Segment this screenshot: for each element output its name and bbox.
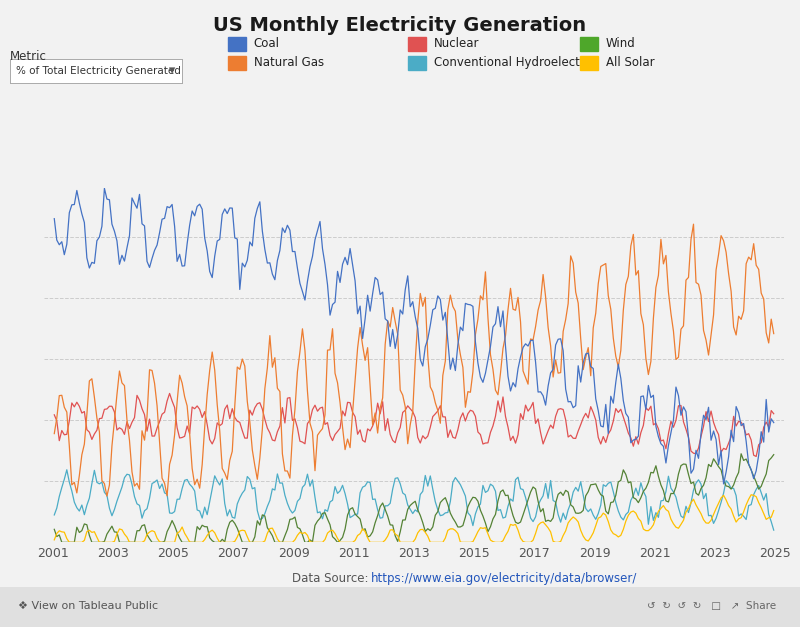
Text: US Monthly Electricity Generation: US Monthly Electricity Generation: [214, 16, 586, 34]
Text: Natural Gas: Natural Gas: [254, 56, 324, 69]
Text: % of Total Electricity Generated: % of Total Electricity Generated: [17, 66, 182, 76]
Text: ▾: ▾: [169, 65, 174, 77]
Text: ❖ View on Tableau Public: ❖ View on Tableau Public: [18, 601, 158, 611]
Text: https://www.eia.gov/electricity/data/browser/: https://www.eia.gov/electricity/data/bro…: [370, 572, 637, 585]
Text: Data Source:: Data Source:: [292, 572, 372, 585]
Text: Nuclear: Nuclear: [434, 38, 479, 50]
Text: Wind: Wind: [606, 38, 635, 50]
Text: Metric: Metric: [10, 50, 46, 63]
Text: All Solar: All Solar: [606, 56, 654, 69]
Text: Coal: Coal: [254, 38, 280, 50]
Text: Conventional Hydroelectric: Conventional Hydroelectric: [434, 56, 594, 69]
Text: ↺  ↻  ↺  ↻   □   ↗  Share: ↺ ↻ ↺ ↻ □ ↗ Share: [647, 601, 776, 611]
